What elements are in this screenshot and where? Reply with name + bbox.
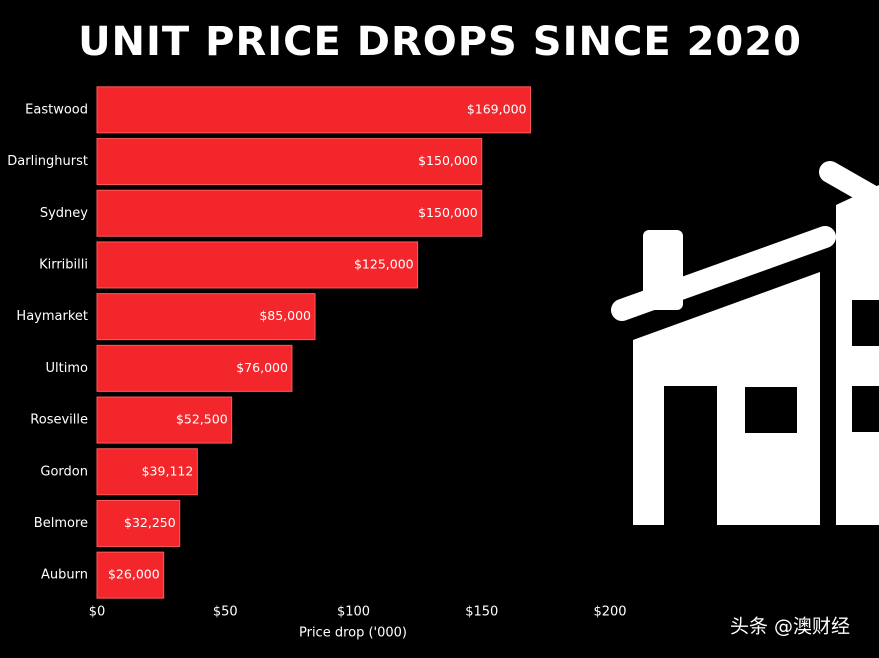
- y-tick-label: Sydney: [40, 206, 88, 221]
- x-tick-label: $50: [213, 605, 238, 620]
- bar: [96, 293, 316, 341]
- y-tick-label: Gordon: [40, 464, 88, 479]
- value-label: $150,000: [418, 205, 478, 220]
- y-tick-label: Darlinghurst: [7, 154, 88, 169]
- y-tick-label: Belmore: [34, 516, 88, 531]
- watermark: 头条 @澳财经: [730, 616, 850, 638]
- value-label: $39,112: [142, 463, 194, 478]
- window: [852, 300, 879, 346]
- bar: [96, 86, 531, 134]
- x-tick-label: $150: [465, 605, 498, 620]
- bar: [96, 241, 419, 289]
- window: [745, 387, 797, 433]
- y-tick-label: Auburn: [41, 568, 88, 583]
- y-tick-label: Roseville: [30, 413, 88, 428]
- value-label: $85,000: [259, 308, 311, 323]
- value-label: $150,000: [418, 153, 478, 168]
- bar: [96, 499, 181, 547]
- value-label: $125,000: [354, 256, 414, 271]
- x-tick-label: $100: [337, 605, 370, 620]
- y-tick-label: Haymarket: [16, 309, 88, 324]
- chart-title: UNIT PRICE DROPS SINCE 2020: [78, 19, 802, 65]
- bar: [96, 344, 293, 392]
- value-label: $52,500: [176, 412, 228, 427]
- value-label: $76,000: [236, 360, 288, 375]
- x-tick-label: $0: [89, 605, 106, 620]
- bar: [96, 396, 233, 444]
- x-axis-label: Price drop ('000): [299, 626, 407, 641]
- y-tick-label: Eastwood: [25, 102, 88, 117]
- value-label: $169,000: [467, 101, 527, 116]
- bar: [96, 138, 483, 186]
- door: [664, 386, 717, 526]
- roof-2: [819, 161, 879, 211]
- bar: [96, 189, 483, 237]
- bar: [96, 448, 198, 496]
- bar: [96, 551, 165, 599]
- roof: [611, 226, 836, 321]
- y-tick-label: Ultimo: [46, 361, 88, 376]
- house-icon: [611, 161, 879, 526]
- house-body-2: [836, 185, 879, 525]
- x-tick-label: $200: [593, 605, 626, 620]
- value-label: $26,000: [108, 567, 160, 582]
- y-tick-label: Kirribilli: [39, 257, 88, 272]
- value-label: $32,250: [124, 515, 176, 530]
- window: [852, 386, 879, 432]
